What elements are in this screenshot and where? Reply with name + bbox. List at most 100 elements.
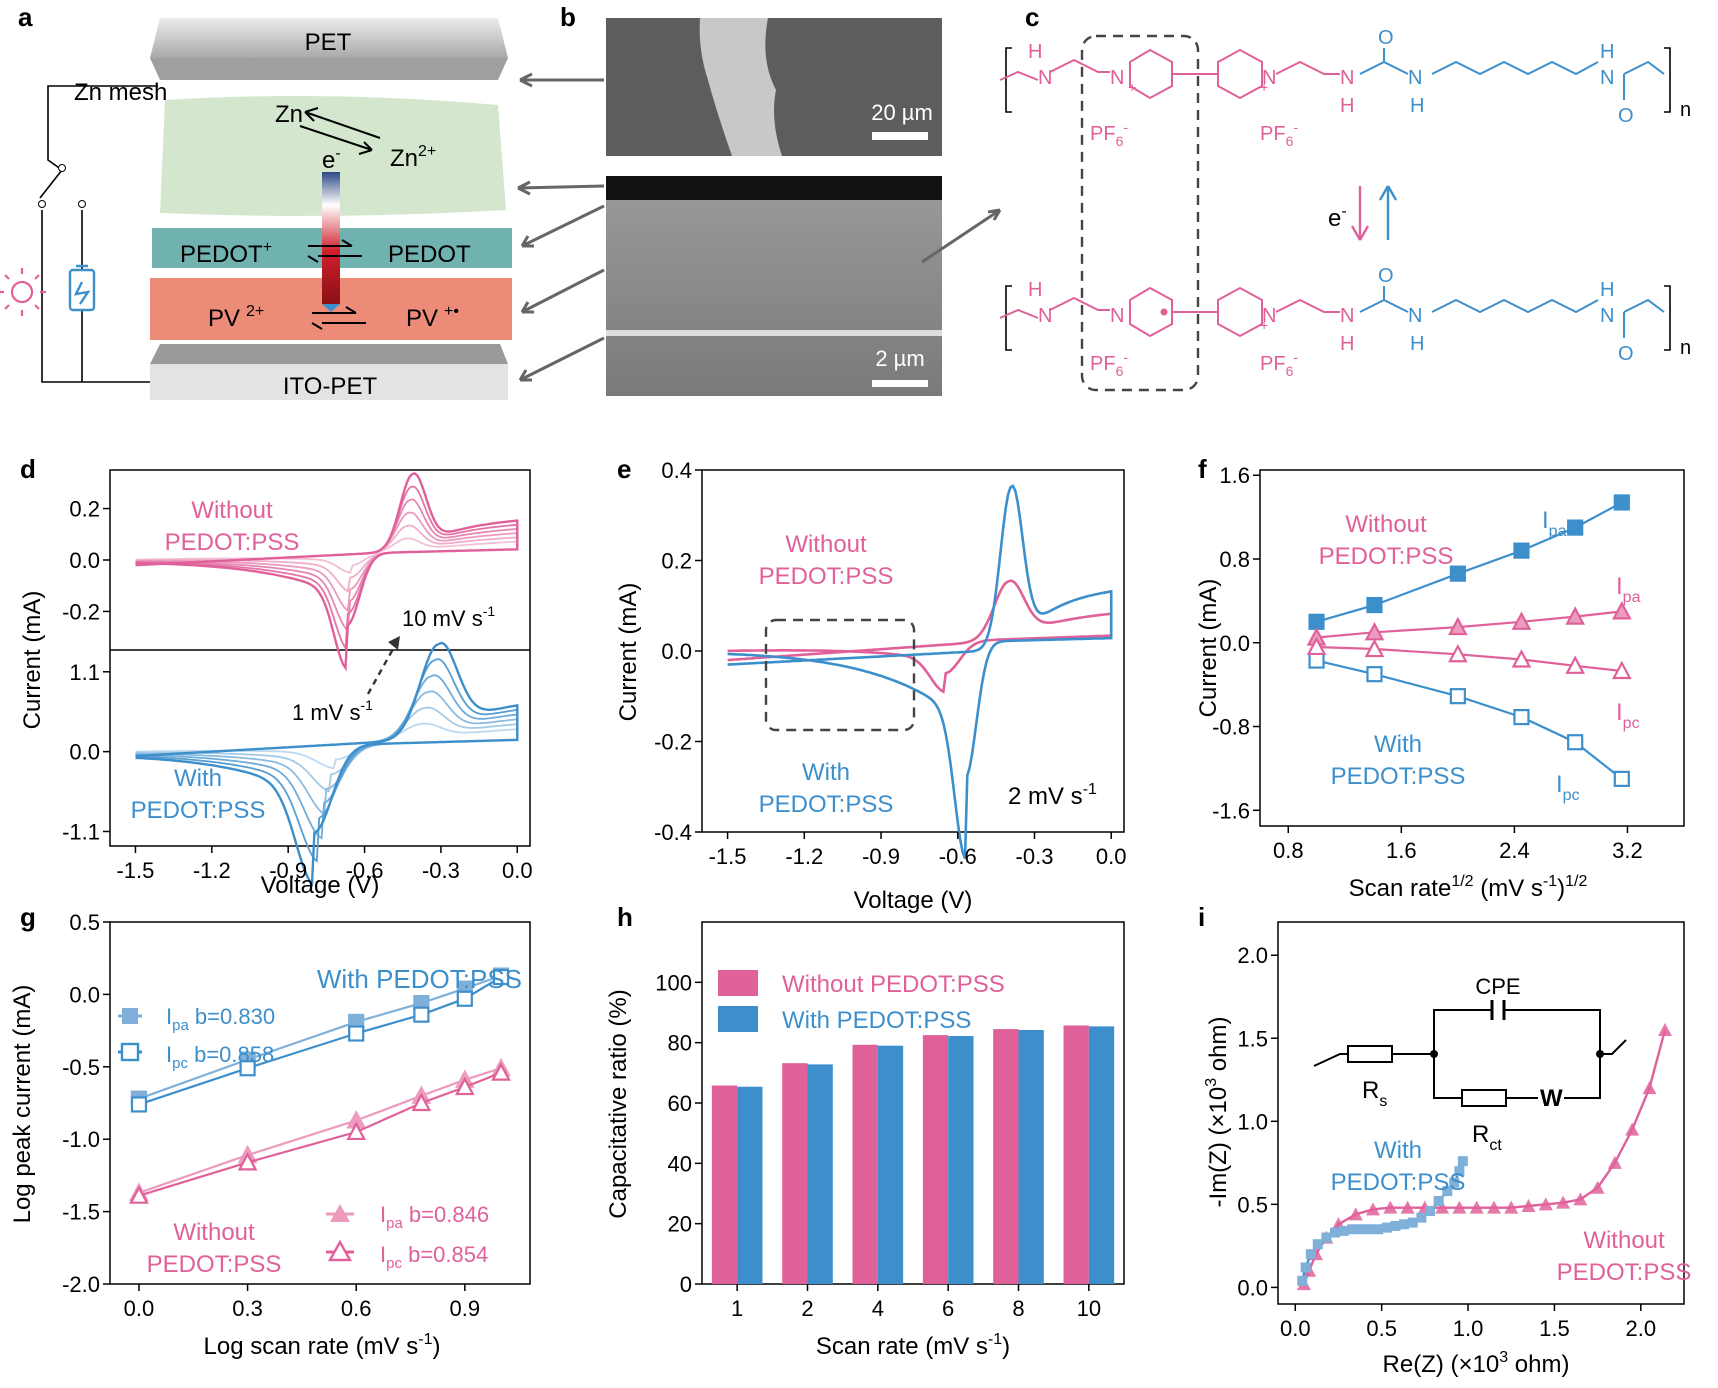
label-with: With	[174, 765, 222, 792]
arrow-icon	[517, 180, 605, 196]
data-point	[456, 990, 473, 1007]
x-tick-label: -1.5	[116, 858, 154, 883]
x-tick-label: 0.5	[1366, 1316, 1397, 1341]
data-point	[1611, 601, 1632, 620]
chart-e: -1.5 -1.2 -0.9 -0.6 -0.3 0.0 0.4 0.2 0.0 -0.2 -0.4…	[615, 458, 1127, 914]
data-point	[1399, 1219, 1410, 1230]
panel-label-f: f	[1198, 454, 1207, 484]
data-point	[1330, 1227, 1341, 1238]
data-point	[1448, 616, 1468, 636]
data-point	[1565, 606, 1586, 625]
data-point	[237, 1152, 258, 1171]
x-tick-label: 0.9	[450, 1296, 481, 1321]
arrow-icon	[519, 72, 604, 88]
y-axis-label: Current (mA)	[19, 591, 46, 730]
label-without-2: PEDOT:PSS	[1319, 543, 1454, 570]
data-point	[1486, 1200, 1501, 1214]
svg-text:N: N	[1340, 67, 1354, 89]
ipc-with-label: Ipc	[1556, 771, 1580, 804]
label-with: With	[1374, 731, 1422, 758]
chart-d: -1.5 -1.2 -0.9 -0.6 -0.3 0.0 0.2 0.0 -0.2 1.1 0.0 -…	[19, 469, 533, 899]
series-line	[1316, 610, 1622, 639]
data-point	[411, 1092, 432, 1112]
svg-text:H: H	[1340, 333, 1354, 355]
cv-curve-with	[135, 641, 519, 888]
y-tick-label: 0.0	[69, 740, 100, 765]
y-tick-label: 0.4	[661, 458, 692, 483]
arrow-icon	[518, 336, 605, 382]
rct-label: Rct	[1472, 1121, 1502, 1154]
data-point	[1321, 1232, 1332, 1243]
y-tick-label: 0.0	[69, 982, 100, 1007]
svg-text:O: O	[1378, 265, 1394, 287]
cv-curve-without	[135, 472, 519, 672]
svg-text:n: n	[1680, 99, 1691, 121]
bar	[737, 1086, 763, 1284]
svg-text:H: H	[1028, 41, 1042, 63]
pv2-label: PV 2+	[208, 303, 264, 332]
equilibrium-icon	[311, 306, 366, 330]
x-tick-label: 0.3	[232, 1296, 263, 1321]
data-point	[1312, 1239, 1323, 1250]
data-point	[1567, 734, 1584, 751]
sem-bright-line	[606, 330, 942, 336]
svg-text:O: O	[1618, 105, 1634, 127]
x-tick-label: -1.5	[709, 844, 747, 869]
label-without-2: PEDOT:PSS	[1557, 1259, 1692, 1286]
chart-h: 1 2 4 6 8 10 0 20 40 60 80 100 Without PEDOT:PSS W…	[605, 921, 1125, 1360]
y-axis-label: Current (mA)	[1195, 579, 1222, 718]
zn-label: Zn	[275, 101, 303, 128]
data-point	[129, 1185, 149, 1204]
label-with-2: PEDOT:PSS	[1331, 1169, 1466, 1196]
data-point	[1366, 596, 1383, 614]
sem-dark-band	[606, 176, 942, 200]
label-without: Without	[173, 1219, 255, 1246]
series-line	[138, 1067, 502, 1194]
switch-contact	[38, 200, 46, 208]
data-point	[1613, 770, 1630, 787]
panel-label-a: a	[18, 2, 33, 32]
y-tick-label: 0.0	[69, 548, 100, 573]
y-tick-label: 1.1	[69, 660, 100, 685]
svg-text:N: N	[1038, 67, 1052, 89]
plot-frame	[109, 469, 531, 847]
svg-text:N: N	[1600, 67, 1614, 89]
data-point	[1364, 638, 1385, 658]
x-tick-label: 0.0	[1096, 844, 1127, 869]
x-tick-label: -0.6	[346, 858, 384, 883]
x-axis-label: Scan rate1/2 (mV s-1)1/2	[1349, 873, 1588, 902]
data-point	[1407, 1217, 1418, 1228]
svg-text:PF6-: PF6-	[1090, 349, 1128, 379]
pet-label: PET	[305, 29, 352, 56]
x-tick-label: -0.3	[422, 858, 460, 883]
svg-text:n: n	[1680, 337, 1691, 359]
x-axis-label: Voltage (V)	[261, 872, 380, 899]
bar	[852, 1044, 878, 1284]
arrow-icon	[304, 107, 381, 139]
svg-text:H: H	[1600, 41, 1614, 63]
bar	[948, 1036, 974, 1284]
warburg-label: W	[1540, 1085, 1563, 1112]
chart-f: 0.8 1.6 2.4 3.2 1.6 0.8 0.0 -0.8 -1.6 Scan rate1…	[1195, 463, 1685, 902]
data-point	[491, 1062, 511, 1081]
data-point	[1390, 1220, 1401, 1231]
data-point	[130, 1096, 148, 1113]
x-tick-label: 1.6	[1386, 838, 1417, 863]
y-tick-label: -0.4	[654, 820, 692, 845]
bar	[877, 1045, 904, 1284]
x-tick-label: -0.6	[939, 844, 977, 869]
bar	[711, 1085, 738, 1284]
pet-layer	[150, 18, 508, 58]
y-tick-label: -0.2	[654, 730, 692, 755]
x-tick-label: 1.0	[1453, 1316, 1484, 1341]
svg-text:O: O	[1618, 343, 1634, 365]
arrow-up-icon	[1378, 185, 1398, 240]
rs-resistor	[1347, 1045, 1393, 1063]
data-point	[1521, 1199, 1536, 1213]
data-point	[346, 1121, 367, 1141]
svg-text:O: O	[1378, 27, 1394, 49]
bar	[1018, 1029, 1044, 1284]
annotation-high: 10 mV s-1	[402, 603, 495, 631]
scale-label-bottom: 2 µm	[875, 346, 924, 371]
